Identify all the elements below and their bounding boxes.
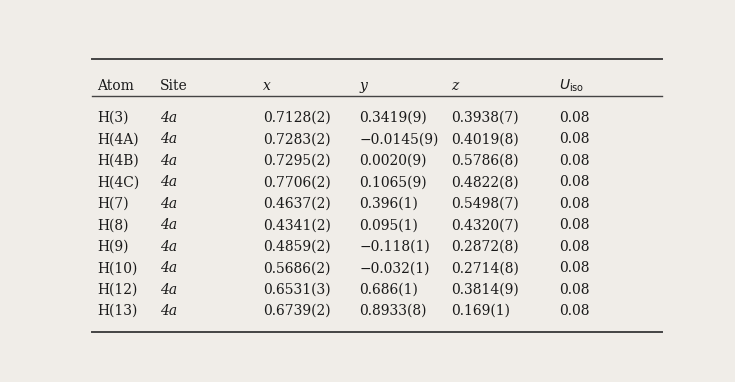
Text: H(7): H(7) (98, 197, 129, 211)
Text: 0.6531(3): 0.6531(3) (263, 283, 331, 297)
Text: 4a: 4a (160, 304, 177, 318)
Text: 0.686(1): 0.686(1) (359, 283, 418, 297)
Text: y: y (359, 79, 368, 92)
Text: 0.095(1): 0.095(1) (359, 218, 418, 232)
Text: 0.08: 0.08 (559, 240, 589, 254)
Text: 0.4341(2): 0.4341(2) (263, 218, 331, 232)
Text: 0.169(1): 0.169(1) (451, 304, 510, 318)
Text: H(9): H(9) (98, 240, 129, 254)
Text: −0.032(1): −0.032(1) (359, 261, 430, 275)
Text: −0.0145(9): −0.0145(9) (359, 133, 439, 146)
Text: −0.118(1): −0.118(1) (359, 240, 431, 254)
Text: 4a: 4a (160, 133, 177, 146)
Text: 0.4019(8): 0.4019(8) (451, 133, 518, 146)
Text: 4a: 4a (160, 283, 177, 297)
Text: H(10): H(10) (98, 261, 138, 275)
Text: 0.8933(8): 0.8933(8) (359, 304, 427, 318)
Text: 0.2714(8): 0.2714(8) (451, 261, 519, 275)
Text: H(4C): H(4C) (98, 175, 140, 189)
Text: 0.0020(9): 0.0020(9) (359, 154, 427, 168)
Text: 0.3938(7): 0.3938(7) (451, 111, 518, 125)
Text: H(8): H(8) (98, 218, 129, 232)
Text: 0.7706(2): 0.7706(2) (263, 175, 331, 189)
Text: H(4A): H(4A) (98, 133, 139, 146)
Text: 0.4637(2): 0.4637(2) (263, 197, 331, 211)
Text: 0.08: 0.08 (559, 261, 589, 275)
Text: 0.08: 0.08 (559, 197, 589, 211)
Text: 4a: 4a (160, 111, 177, 125)
Text: 0.7295(2): 0.7295(2) (263, 154, 331, 168)
Text: Site: Site (160, 79, 188, 92)
Text: 0.6739(2): 0.6739(2) (263, 304, 331, 318)
Text: H(12): H(12) (98, 283, 138, 297)
Text: 4a: 4a (160, 154, 177, 168)
Text: 0.5686(2): 0.5686(2) (263, 261, 330, 275)
Text: x: x (263, 79, 270, 92)
Text: 0.7283(2): 0.7283(2) (263, 133, 331, 146)
Text: 0.3814(9): 0.3814(9) (451, 283, 518, 297)
Text: H(4B): H(4B) (98, 154, 140, 168)
Text: 0.08: 0.08 (559, 283, 589, 297)
Text: 4a: 4a (160, 175, 177, 189)
Text: 0.5498(7): 0.5498(7) (451, 197, 518, 211)
Text: 0.4859(2): 0.4859(2) (263, 240, 331, 254)
Text: 4a: 4a (160, 197, 177, 211)
Text: 0.2872(8): 0.2872(8) (451, 240, 518, 254)
Text: 0.08: 0.08 (559, 175, 589, 189)
Text: 0.08: 0.08 (559, 133, 589, 146)
Text: 0.5786(8): 0.5786(8) (451, 154, 518, 168)
Text: 0.08: 0.08 (559, 154, 589, 168)
Text: 0.396(1): 0.396(1) (359, 197, 418, 211)
Text: 0.7128(2): 0.7128(2) (263, 111, 331, 125)
Text: H(3): H(3) (98, 111, 129, 125)
Text: 0.4320(7): 0.4320(7) (451, 218, 518, 232)
Text: 0.08: 0.08 (559, 111, 589, 125)
Text: Atom: Atom (98, 79, 135, 92)
Text: $\mathit{U}_{\mathrm{iso}}$: $\mathit{U}_{\mathrm{iso}}$ (559, 77, 584, 94)
Text: 4a: 4a (160, 218, 177, 232)
Text: 0.3419(9): 0.3419(9) (359, 111, 427, 125)
Text: z: z (451, 79, 458, 92)
Text: 0.1065(9): 0.1065(9) (359, 175, 427, 189)
Text: 4a: 4a (160, 240, 177, 254)
Text: 0.08: 0.08 (559, 304, 589, 318)
Text: 4a: 4a (160, 261, 177, 275)
Text: H(13): H(13) (98, 304, 138, 318)
Text: 0.08: 0.08 (559, 218, 589, 232)
Text: 0.4822(8): 0.4822(8) (451, 175, 518, 189)
